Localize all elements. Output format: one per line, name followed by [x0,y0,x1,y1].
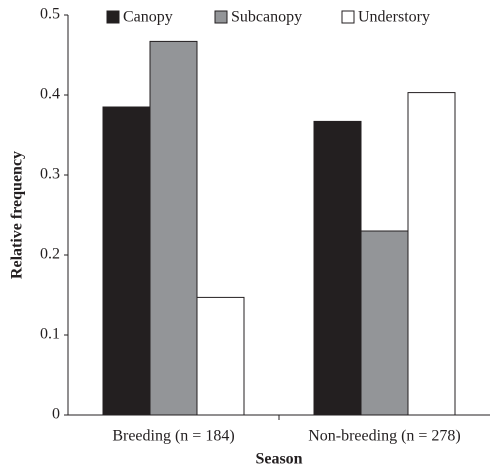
bar [149,40,198,416]
x-axis-label: Season [255,451,302,468]
y-tick-label: 0.3 [40,166,60,183]
legend-label: Canopy [123,9,173,26]
bar [102,106,151,416]
legend-swatch [214,10,228,24]
y-tick-label: 0.1 [40,326,60,343]
legend-swatch [341,10,355,24]
bar [407,92,456,416]
y-tick-label: 0.2 [40,246,60,263]
bar [360,230,409,416]
legend-swatch [106,10,120,24]
x-tick-label: Non-breeding (n = 278) [308,428,461,445]
y-axis-label: Relative frequency [9,151,26,279]
y-tick-label: 0.5 [40,6,60,23]
y-tick-label: 0 [52,406,60,423]
legend-label: Subcanopy [231,9,302,26]
y-tick-label: 0.4 [40,86,60,103]
legend-label: Understory [358,9,430,26]
bar [196,296,245,416]
x-tick-label: Breeding (n = 184) [112,428,234,445]
bar [313,120,362,416]
